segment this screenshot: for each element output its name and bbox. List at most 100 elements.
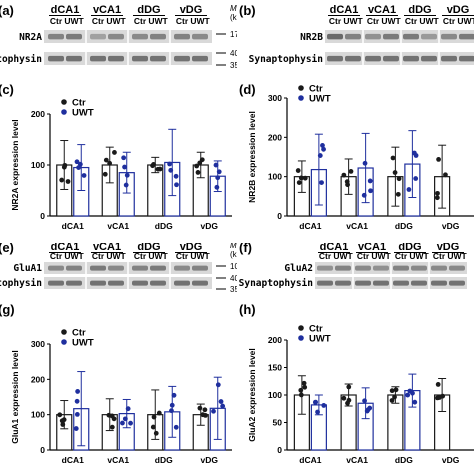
- blot-band: [449, 265, 465, 271]
- blot-region-label: dCA1: [51, 243, 80, 253]
- data-point: [151, 414, 157, 420]
- blot-band: [327, 55, 343, 62]
- panel-label-d: (d): [239, 82, 256, 97]
- blot-lane-label: UWT: [343, 16, 363, 26]
- data-point: [406, 187, 412, 192]
- blot-region-label: dDG: [137, 243, 160, 253]
- blot-panel-e: (e)dCA1CtrUWTvCA1CtrUWTdDGCtrUWTvDGCtrUW…: [0, 243, 237, 293]
- data-point: [301, 380, 307, 386]
- chart-panel-g: (g) GluA1 expression level 0 100 200 300 CtrUW…: [0, 300, 237, 474]
- blot-lane-label: UWT: [148, 251, 168, 261]
- blot-lane-label: UWT: [148, 16, 168, 26]
- blot-band: [459, 33, 474, 40]
- blot-band: [90, 55, 106, 62]
- data-point: [413, 153, 419, 158]
- blot-protein-label-target: NR2B: [300, 32, 323, 43]
- legend-label: UWT: [309, 94, 331, 105]
- blot-band: [421, 33, 437, 40]
- data-point: [348, 169, 354, 174]
- legend-marker: [61, 329, 67, 335]
- blot-lane-label: UWT: [457, 16, 474, 26]
- blot-band: [132, 33, 148, 40]
- blot-lane-label: Ctr: [92, 16, 105, 26]
- panel-label-f: (f): [239, 243, 252, 255]
- blot-region-label: dCA1: [51, 4, 80, 16]
- blot-band: [355, 280, 371, 286]
- blot-region-label: vCA1: [93, 243, 121, 253]
- mw-marker: 40: [230, 49, 237, 58]
- y-axis-label: NR2B expression level: [247, 111, 257, 203]
- blot-band: [421, 55, 437, 62]
- blot-band: [335, 280, 351, 286]
- blot-lane-label: Ctr: [134, 251, 147, 261]
- blot-band: [192, 265, 208, 271]
- blot-band: [48, 265, 64, 271]
- data-point: [405, 392, 411, 398]
- y-tick-label: 200: [268, 335, 282, 345]
- data-point: [195, 170, 201, 175]
- blot-lane-label: UWT: [190, 16, 210, 26]
- blot-e-svg: (e)dCA1CtrUWTvCA1CtrUWTdDGCtrUWTvDGCtrUW…: [0, 243, 237, 293]
- blot-region-label: vDG: [180, 243, 203, 253]
- data-point: [197, 405, 203, 411]
- mw-marker: 100: [230, 262, 237, 271]
- chart-h-svg: (h) GluA2 expression level 0 50 100 150 200 Ctr…: [239, 302, 474, 465]
- data-point: [156, 410, 162, 416]
- blot-lane-label: Ctr: [367, 16, 380, 26]
- blot-band: [174, 55, 190, 62]
- blot-band: [48, 55, 64, 62]
- blot-band: [403, 55, 419, 62]
- blot-protein-label-target: NR2A: [19, 32, 42, 43]
- blot-band: [317, 280, 333, 286]
- legend-label: Ctr: [309, 324, 323, 335]
- mw-unit: (kDa): [230, 250, 237, 259]
- y-tick-label: 100: [268, 390, 282, 400]
- data-point: [76, 165, 82, 171]
- chart-panel-d: (d) NR2B expression level 0 100 200 300 Ctr UWT…: [237, 80, 474, 240]
- blot-region-label: dCA1: [330, 4, 359, 16]
- data-point: [59, 177, 65, 183]
- data-point: [410, 390, 415, 396]
- blot-region-label: vDG: [180, 4, 203, 16]
- blot-band: [132, 265, 148, 271]
- x-tick-label: vCA1: [107, 455, 129, 465]
- blot-protein-label-loading: Synaptophysin: [239, 278, 313, 289]
- blot-region-label: vDG: [447, 4, 470, 16]
- blot-band: [192, 55, 208, 62]
- blot-protein-label-target: GluA2: [284, 263, 313, 274]
- y-tick-label: 100: [31, 160, 45, 170]
- data-point: [128, 420, 133, 426]
- data-point: [74, 159, 80, 165]
- x-tick-label: vCA1: [346, 455, 368, 465]
- data-point: [150, 424, 156, 430]
- blot-band: [174, 33, 190, 40]
- legend-marker: [61, 109, 67, 115]
- blot-band: [345, 33, 361, 40]
- x-tick-label: dDG: [155, 455, 173, 465]
- blot-band: [365, 33, 381, 40]
- blot-band: [431, 280, 447, 286]
- x-tick-label: vDG: [201, 221, 219, 231]
- y-tick-label: 0: [40, 445, 45, 455]
- data-point: [173, 173, 179, 179]
- data-point: [151, 162, 156, 167]
- blot-lane-label: UWT: [371, 251, 391, 261]
- data-point: [296, 180, 302, 186]
- y-axis-label: GluA1 expression level: [10, 350, 20, 444]
- data-point: [125, 406, 131, 412]
- blot-band: [132, 280, 148, 286]
- data-point: [367, 405, 373, 411]
- data-point: [153, 430, 159, 436]
- mw-unit: (kDa): [230, 13, 237, 22]
- x-tick-label: dCA1: [62, 455, 84, 465]
- x-tick-label: dCA1: [62, 221, 84, 231]
- legend-marker: [298, 95, 304, 101]
- y-tick-label: 200: [31, 109, 45, 119]
- legend-label: Ctr: [72, 98, 86, 109]
- data-point: [57, 412, 63, 418]
- blot-band: [66, 33, 82, 40]
- blot-region-label: vDG: [437, 243, 460, 253]
- data-point: [169, 408, 174, 414]
- y-tick-label: 150: [268, 363, 282, 373]
